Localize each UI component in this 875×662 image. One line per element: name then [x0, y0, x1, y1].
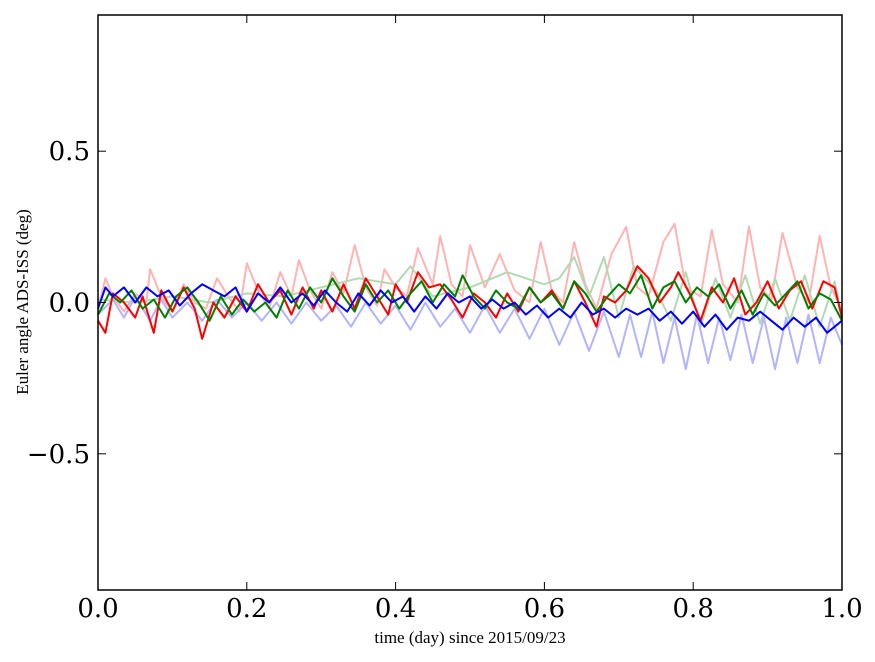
y-tick-label-1: 0.0 [49, 289, 90, 319]
x-tick-label-2: 0.4 [375, 594, 416, 624]
x-tick-label-3: 0.6 [524, 594, 565, 624]
x-tick-label-4: 0.8 [673, 594, 714, 624]
y-tick-label-0: −0.5 [27, 440, 90, 470]
series-line-5 [97, 274, 843, 322]
y-axis-label: Euler angle ADS-ISS (deg) [13, 209, 32, 395]
x-axis-label: time (day) since 2015/09/23 [374, 628, 565, 647]
series-line-6 [97, 283, 843, 334]
series-line-3 [97, 295, 843, 371]
series-line-4 [97, 265, 843, 340]
x-tick-label-1: 0.2 [226, 594, 267, 624]
series-line-1 [97, 222, 843, 313]
ticks-layer: 0.0 0.2 0.4 0.6 0.8 1.0 −0.5 0.0 0.5 [27, 15, 863, 624]
y-tick-label-2: 0.5 [49, 137, 90, 167]
series-line-2 [97, 256, 843, 328]
x-tick-label-5: 1.0 [821, 594, 862, 624]
x-tick-label-0: 0.0 [77, 594, 118, 624]
series-layer [97, 222, 843, 371]
